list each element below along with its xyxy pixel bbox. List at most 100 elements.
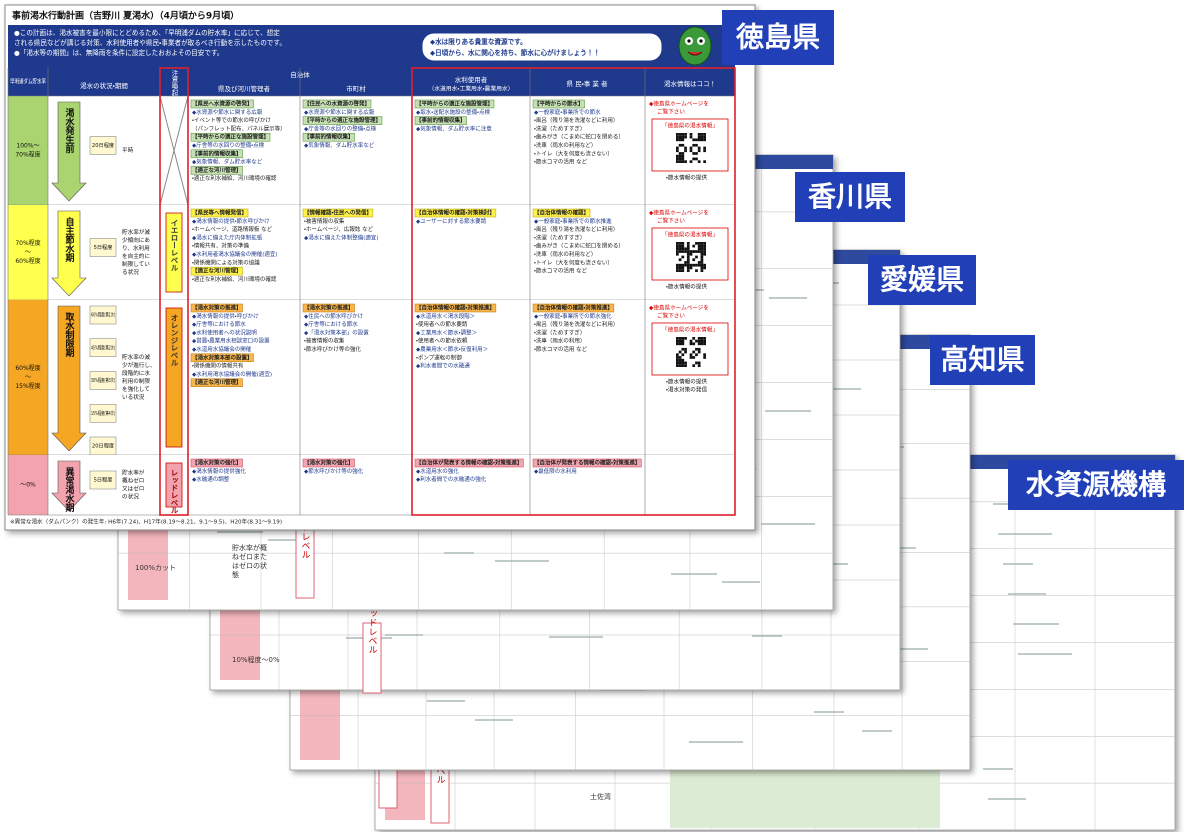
row-pct-bg: [8, 300, 48, 455]
qr-cell: [697, 138, 701, 142]
qr-cell: [678, 152, 682, 155]
situation: 概ねゼロ: [122, 477, 144, 485]
qr-cell: [692, 364, 696, 367]
qr-cell: [700, 261, 704, 264]
qr-cell: [703, 266, 706, 270]
action-tag-text: 【自治体情報の確認・対策検討】: [416, 209, 495, 217]
qr-cell: [703, 337, 706, 340]
sheet-text: 10%程度〜0%: [232, 655, 280, 664]
qr-cell: [681, 157, 685, 161]
qr-cell: [678, 337, 682, 340]
qr-cell: [681, 244, 685, 248]
header: （水道用水・工業用水・農業用水）: [428, 85, 513, 93]
row-bg: [48, 96, 735, 205]
action-tag: [190, 353, 254, 363]
pct-label: 70%程度: [15, 151, 40, 159]
level-column-frame: [159, 67, 189, 516]
info-text: ・渇水対策の発信: [666, 386, 707, 394]
level-label: オレンジレベル: [170, 314, 179, 367]
action-text: ◆渇水情報の提供強化: [192, 467, 246, 475]
action-tag-text: 【適正な河川管理】: [192, 378, 242, 386]
action-text: ◆渇水に備えた体制整備(適宜): [304, 233, 379, 241]
action-tag: [190, 266, 243, 276]
action-tag: [414, 208, 497, 218]
qr-cell: [697, 242, 701, 245]
qr-cell: [703, 339, 706, 343]
action-text: ・洗濯（ためすすぎ）: [534, 328, 585, 336]
situation: 段階的に水: [122, 369, 150, 377]
qr-cell: [692, 152, 696, 155]
action-text: ・節水コマの活用 など: [534, 158, 588, 166]
qr-cell: [681, 255, 685, 259]
qr-cell: [692, 138, 696, 142]
qr-cell: [684, 350, 687, 354]
action-text: （パンフレット配布、パネル展示等）: [192, 124, 286, 132]
qr-cell: [681, 250, 685, 253]
action-text: ◆渇水情報の提供・呼びかけ: [192, 312, 259, 320]
duration: 5日程度: [94, 243, 113, 251]
qr-cell: [681, 133, 685, 136]
qr-cell: [700, 138, 704, 142]
action-text: ◆水道用水＜渇水段階＞: [416, 312, 475, 320]
qr-cell: [681, 269, 685, 272]
action-text: ◆工業用水＜節水・調整＞: [416, 328, 477, 336]
qr-cell: [681, 247, 685, 251]
action-tag-text: 【自治体情報の確認】: [534, 209, 589, 217]
sheet-label: 水資源機構: [1025, 468, 1166, 501]
qr-cell: [681, 152, 685, 155]
action-text: ・風呂（残り湯を洗濯などに利用）: [534, 116, 618, 124]
info-text: ◆徳島県ホームページを: [649, 304, 709, 312]
sheet-label-box: [722, 10, 834, 65]
qr-cell: [676, 135, 679, 139]
qr-cell: [697, 244, 701, 248]
qr-cell: [681, 266, 685, 270]
sheet-level-box: [362, 622, 382, 694]
duration-box: [89, 338, 117, 357]
sheet-text: 100%カット: [135, 564, 176, 572]
action-tag: [190, 166, 243, 175]
action-tag-text: 【平時からの適正な施設管理】: [416, 100, 493, 108]
info-text: ◆徳島県ホームページを: [649, 209, 709, 217]
qr-cell: [700, 337, 704, 340]
action-text: ・適正な利水補給、河川環境の確認: [192, 275, 277, 283]
action-text: ・イベント等での節水の呼びかけ: [192, 116, 271, 124]
action-text: ・風呂（残り湯を洗濯などに利用）: [534, 225, 618, 233]
qr-cell: [700, 135, 704, 139]
stage-label: 渇水発生前: [64, 107, 76, 154]
qr-cell: [689, 353, 693, 357]
qr-cell: [689, 133, 693, 136]
action-tag-text: 【住民への水資源の啓発】: [304, 100, 370, 108]
duration: 15%程度(第4次): [91, 409, 115, 417]
stage-arrow: [51, 305, 87, 452]
qr-cell: [689, 339, 693, 343]
level-box: [165, 307, 183, 448]
action-text: ◆渇水に備えた庁内体制拡張: [192, 233, 263, 241]
qr-cell: [703, 242, 706, 245]
situation: の状況: [122, 493, 139, 501]
action-tag: [302, 116, 383, 125]
qr-cell: [676, 160, 679, 163]
qr-cell: [678, 269, 682, 272]
action-text: ・洗車（雨水の利用など）: [534, 250, 596, 258]
action-text: ◆農業用水＜節水・反復利用＞: [416, 345, 488, 353]
mascot-pupil: [699, 39, 703, 43]
qr-cell: [684, 146, 687, 150]
action-text: ◆気象情報、ダム貯水率に注意: [416, 124, 492, 132]
mascot-pupil: [687, 39, 691, 43]
action-text: ◆住民への節水呼びかけ: [304, 312, 364, 320]
qr-cell: [700, 269, 704, 272]
qr-cell: [700, 255, 704, 259]
sheet-label-box: [930, 335, 1035, 385]
situation: 又はゼロ: [122, 485, 144, 493]
stage-label: 取水制限期: [64, 312, 76, 358]
qr-cell: [678, 247, 682, 251]
qr-cell: [692, 350, 696, 354]
header: 水利使用者: [455, 75, 488, 84]
sheet-text: レッドレベル: [367, 600, 378, 654]
qr-cell: [678, 250, 682, 253]
qr-cell: [681, 347, 685, 351]
action-text: ・関係機関の情報共有: [192, 362, 244, 370]
action-text: ◆水資源や節水に関する広報: [304, 108, 375, 116]
duration-box: [89, 305, 117, 325]
